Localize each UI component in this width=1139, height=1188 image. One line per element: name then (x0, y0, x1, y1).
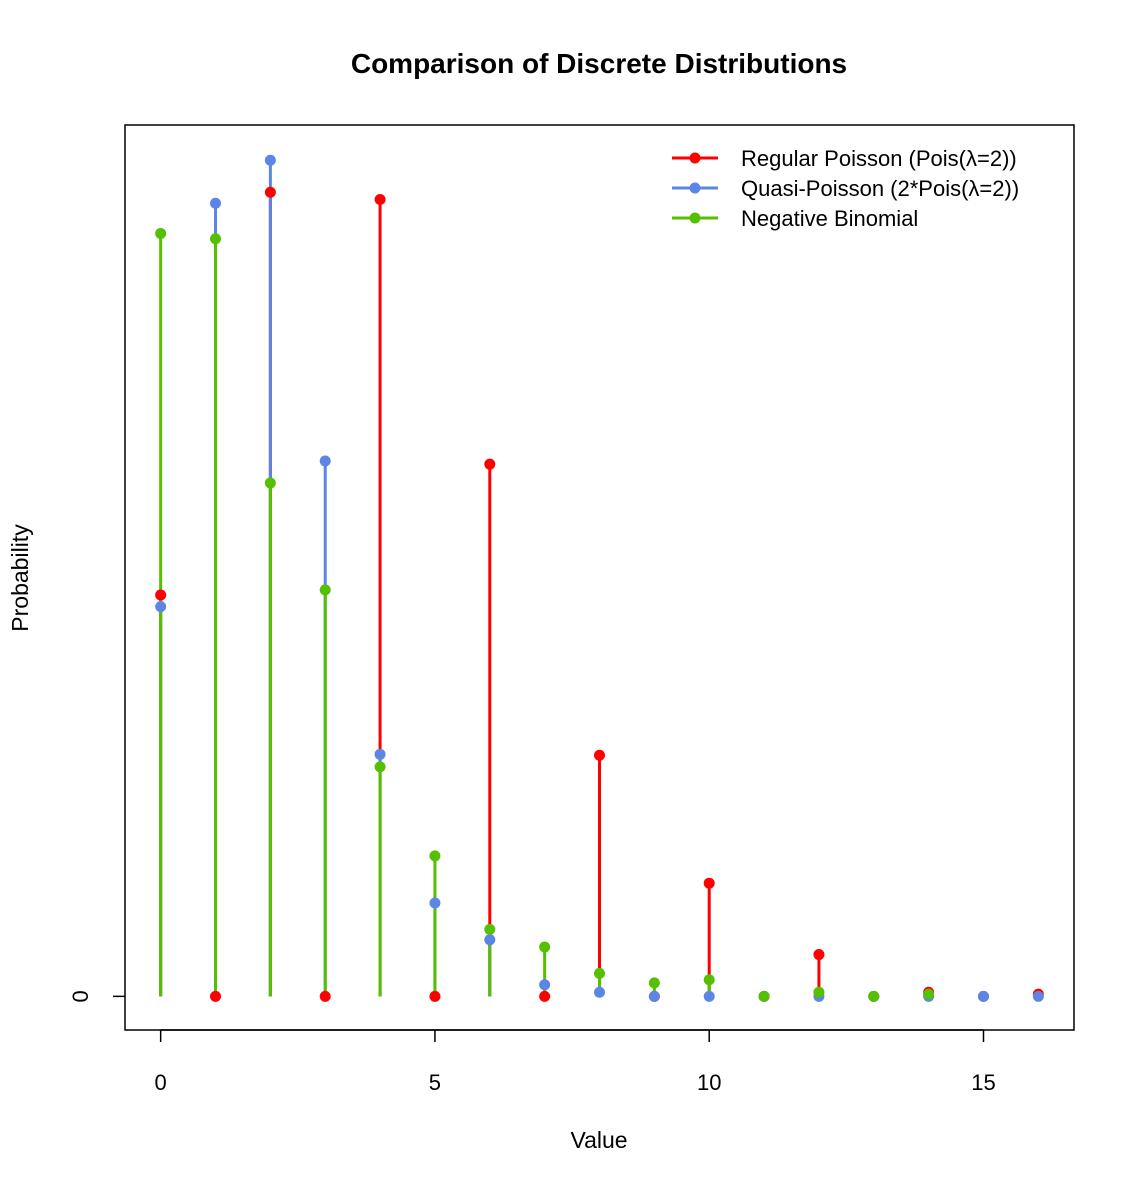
data-stems (159, 160, 1040, 997)
point-series-0 (210, 990, 222, 1002)
point-series-2 (594, 967, 605, 979)
x-axis: 0 5 10 15 (155, 1029, 996, 1095)
point-series-1 (1032, 990, 1044, 1002)
point-series-0 (429, 990, 441, 1002)
point-series-0 (319, 990, 331, 1002)
point-series-0 (539, 990, 551, 1002)
point-series-1 (484, 934, 496, 946)
point-series-1 (319, 455, 331, 467)
point-series-1 (648, 990, 660, 1002)
point-series-0 (703, 877, 715, 889)
point-series-2 (155, 227, 167, 239)
chart-title: Comparison of Discrete Distributions (351, 48, 847, 79)
legend: Regular Poisson (Pois(λ=2)) Quasi-Poisson… (672, 146, 1019, 231)
y-tick-label: 0 (68, 990, 93, 1002)
legend-marker-2 (689, 212, 701, 224)
legend-label-2: Negative Binomial (741, 206, 918, 231)
point-series-2 (374, 761, 386, 773)
point-series-2 (813, 986, 825, 998)
point-series-1 (594, 986, 605, 998)
point-series-0 (374, 193, 386, 205)
legend-label-0: Regular Poisson (Pois(λ=2)) (741, 146, 1017, 171)
point-series-2 (210, 233, 222, 245)
point-series-2 (429, 850, 441, 862)
point-series-2 (539, 941, 551, 953)
legend-marker-0 (689, 152, 701, 164)
y-axis: 0 (68, 990, 125, 1002)
point-series-2 (923, 988, 935, 1000)
point-series-1 (977, 990, 989, 1002)
point-series-2 (703, 974, 715, 986)
x-tick-label: 10 (697, 1070, 721, 1095)
y-axis-label: Probability (7, 524, 33, 632)
point-series-2 (484, 923, 496, 935)
point-series-1 (539, 979, 551, 991)
point-series-1 (429, 897, 441, 909)
point-series-0 (264, 186, 276, 198)
point-series-0 (155, 589, 167, 601)
point-series-1 (703, 990, 715, 1002)
point-series-0 (813, 949, 825, 961)
point-series-1 (155, 601, 167, 613)
point-series-1 (374, 748, 386, 760)
point-series-1 (210, 197, 222, 209)
x-axis-label: Value (570, 1127, 627, 1153)
point-series-0 (484, 458, 496, 470)
point-series-1 (264, 154, 276, 166)
point-series-0 (594, 749, 605, 761)
x-tick-label: 15 (971, 1070, 995, 1095)
point-series-2 (319, 584, 331, 596)
legend-label-1: Quasi-Poisson (2*Pois(λ=2)) (741, 176, 1019, 201)
point-series-2 (868, 990, 880, 1002)
point-series-2 (648, 977, 660, 989)
point-series-2 (758, 990, 770, 1002)
data-points (155, 154, 1044, 1002)
legend-marker-1 (689, 182, 701, 194)
x-tick-label: 5 (429, 1070, 441, 1095)
x-tick-label: 0 (155, 1070, 167, 1095)
point-series-2 (264, 477, 276, 489)
